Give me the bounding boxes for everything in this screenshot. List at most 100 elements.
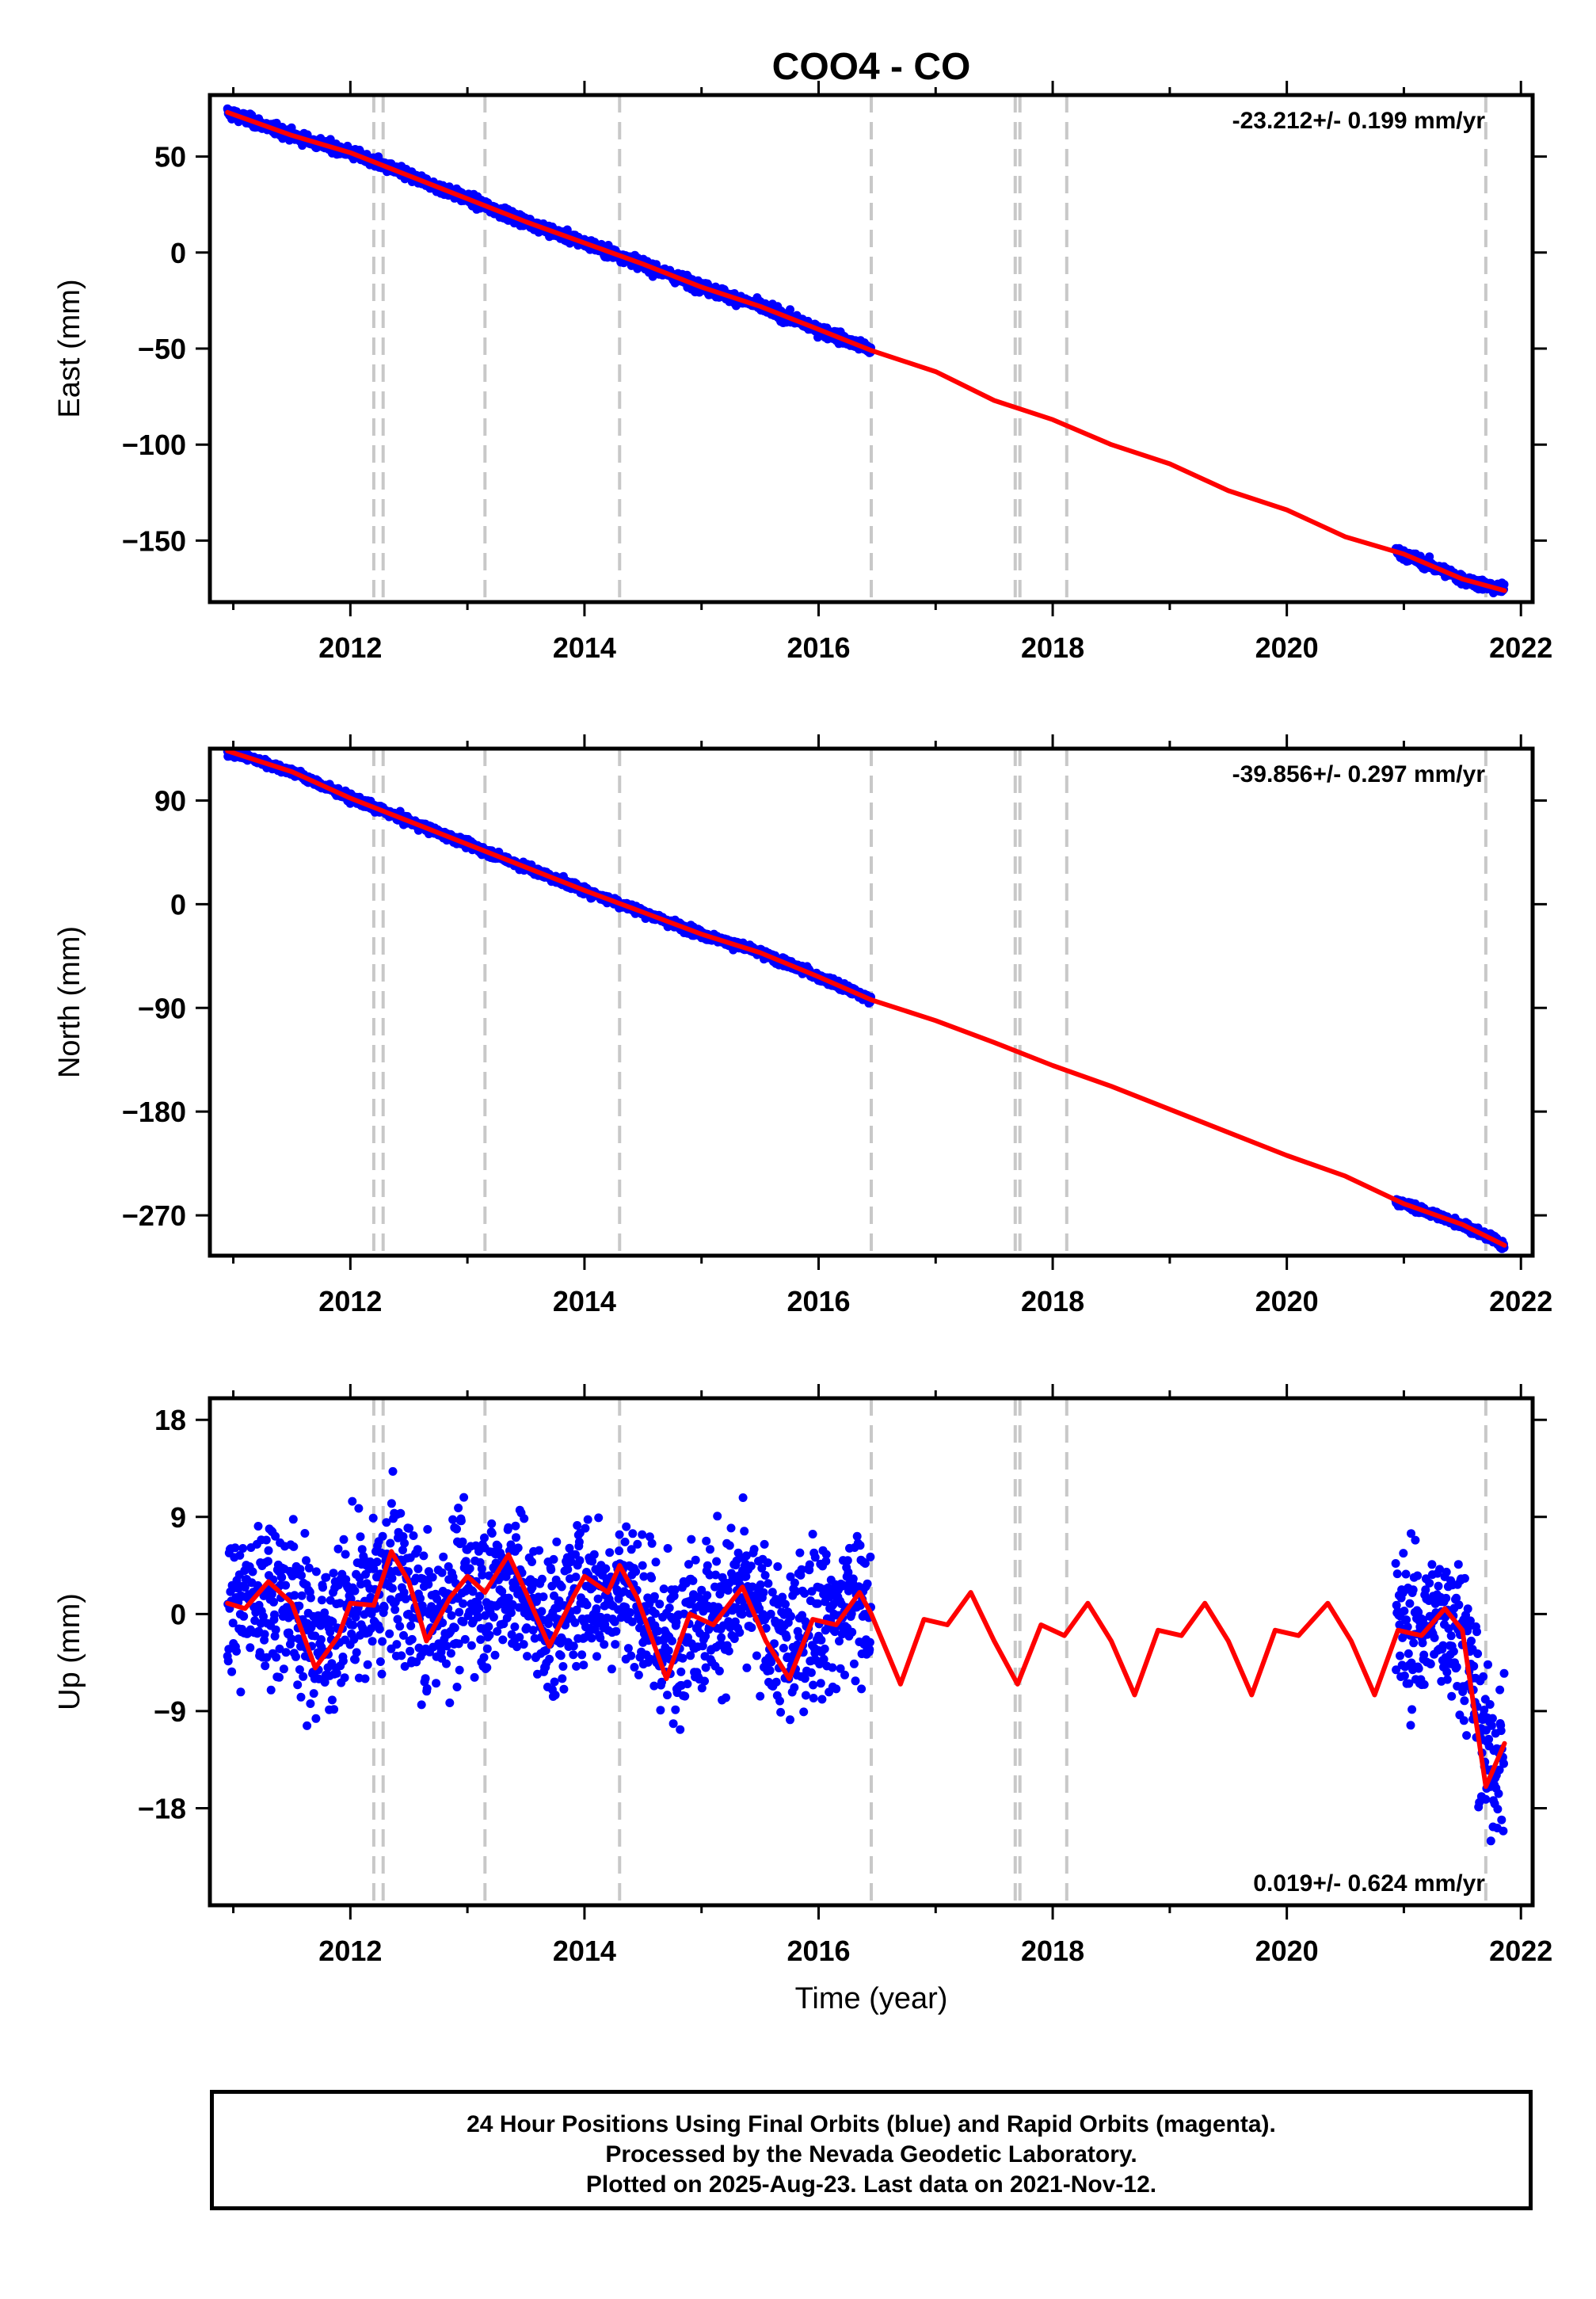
- data-point: [701, 1663, 710, 1672]
- data-point: [634, 1670, 643, 1679]
- data-point: [630, 1663, 639, 1672]
- data-point: [615, 1546, 624, 1556]
- data-point: [776, 1707, 786, 1717]
- data-point: [406, 1646, 415, 1656]
- x-tick-label: 2020: [1255, 631, 1319, 664]
- data-point: [460, 1634, 470, 1644]
- data-point: [442, 1641, 451, 1651]
- panels: 2012 2014 2016 2018 2020 2022500−50−100−150Ea…: [53, 81, 1552, 1967]
- data-point: [329, 1705, 339, 1714]
- data-point: [763, 1558, 772, 1568]
- model-line: [225, 109, 1507, 593]
- data-point: [1425, 552, 1434, 562]
- data-point: [295, 1665, 304, 1674]
- data-point: [611, 1626, 621, 1636]
- data-point: [263, 1557, 272, 1566]
- data-point: [368, 1637, 377, 1646]
- data-point: [300, 1529, 310, 1538]
- data-point: [359, 1554, 368, 1563]
- x-tick-label: 2018: [1021, 631, 1084, 664]
- data-point: [611, 1640, 620, 1649]
- data-point: [259, 1612, 268, 1621]
- data-point: [764, 1579, 773, 1588]
- data-point: [413, 1564, 423, 1573]
- data-point: [260, 1630, 269, 1639]
- rate-label: -23.212+/- 0.199 mm/yr: [1232, 108, 1486, 134]
- data-point: [786, 1715, 794, 1725]
- plot-area: [223, 1398, 1509, 1905]
- data-point: [352, 1648, 361, 1657]
- data-point: [537, 1574, 547, 1584]
- data-point: [454, 1639, 463, 1649]
- y-tick-label: 0: [170, 888, 186, 921]
- data-point: [651, 1557, 661, 1567]
- data-point: [740, 1527, 749, 1536]
- data-point: [306, 1699, 315, 1708]
- data-point: [782, 1633, 791, 1642]
- data-point: [322, 1573, 331, 1582]
- data-point: [607, 1664, 616, 1674]
- data-point: [513, 1543, 523, 1553]
- data-point: [470, 1672, 479, 1682]
- data-point: [579, 1660, 589, 1670]
- y-axis-label: East (mm): [53, 279, 86, 417]
- data-point: [686, 1651, 695, 1660]
- data-point: [703, 1591, 712, 1600]
- data-point: [639, 1572, 649, 1581]
- data-point: [246, 1643, 255, 1653]
- data-point: [664, 1646, 673, 1656]
- data-point: [575, 1556, 585, 1565]
- data-point: [627, 1617, 637, 1626]
- data-point: [1499, 580, 1509, 589]
- model-line: [225, 749, 1507, 1248]
- data-point: [588, 1557, 597, 1566]
- data-point: [422, 1683, 432, 1693]
- data-point: [413, 1545, 422, 1554]
- data-point: [317, 1596, 326, 1605]
- data-point: [390, 1605, 400, 1615]
- data-point: [392, 1640, 402, 1649]
- data-point: [714, 1666, 724, 1676]
- data-point: [236, 1687, 246, 1697]
- data-point: [468, 1587, 478, 1596]
- data-point: [759, 1588, 768, 1597]
- x-tick-label: 2014: [553, 631, 616, 664]
- data-point: [756, 1580, 765, 1589]
- data-point: [318, 1583, 327, 1592]
- data-point: [665, 1603, 674, 1613]
- data-point: [287, 1634, 296, 1644]
- data-point: [302, 1556, 310, 1565]
- data-point: [626, 1608, 635, 1617]
- data-point: [596, 1612, 605, 1622]
- x-tick-label: 2014: [553, 1285, 616, 1317]
- data-point: [610, 1617, 619, 1626]
- data-point: [649, 1592, 659, 1601]
- data-point: [416, 1594, 425, 1603]
- data-point: [316, 1635, 326, 1644]
- data-point: [223, 1657, 233, 1666]
- data-point: [633, 1539, 642, 1549]
- data-point: [339, 1535, 349, 1544]
- data-point: [645, 1532, 654, 1542]
- data-point: [752, 1651, 761, 1660]
- data-points: [223, 1466, 1509, 1846]
- data-point: [552, 1537, 562, 1546]
- data-point: [329, 1569, 338, 1578]
- data-point: [269, 1597, 278, 1607]
- data-point: [655, 1599, 665, 1609]
- y-tick-label: 50: [154, 141, 186, 173]
- data-point: [620, 1537, 630, 1546]
- rate-label: -39.856+/- 0.297 mm/yr: [1232, 761, 1486, 787]
- data-point: [421, 1674, 430, 1683]
- data-point: [601, 1564, 611, 1573]
- data-point: [507, 1630, 516, 1639]
- data-point: [482, 1663, 492, 1672]
- data-point: [279, 1664, 288, 1674]
- data-point: [438, 1618, 448, 1627]
- data-point: [722, 1693, 730, 1702]
- data-point: [452, 1683, 462, 1691]
- data-point: [659, 1584, 668, 1594]
- data-point: [459, 1599, 468, 1608]
- data-point: [423, 1525, 432, 1534]
- data-point: [649, 1681, 659, 1691]
